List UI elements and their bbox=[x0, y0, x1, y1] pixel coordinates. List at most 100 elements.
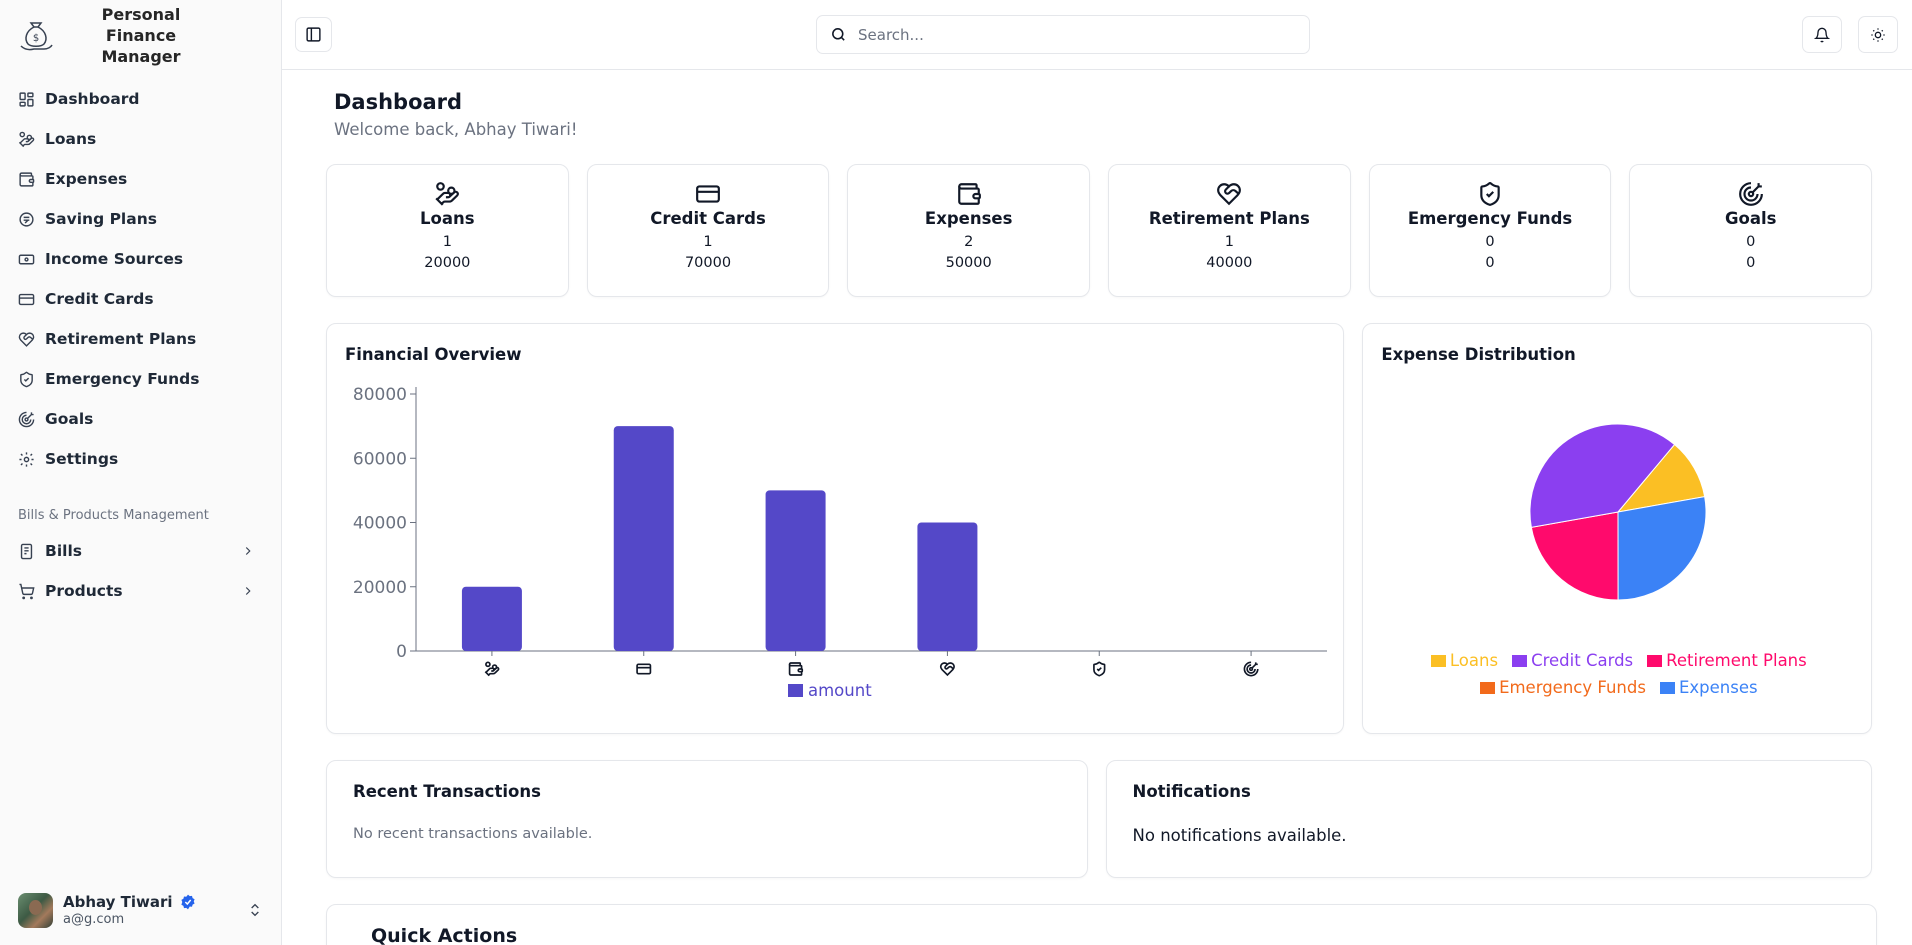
y-tick-label: 80000 bbox=[353, 385, 407, 405]
legend-item[interactable]: Emergency Funds bbox=[1480, 678, 1646, 697]
pie-slice[interactable] bbox=[1529, 423, 1676, 528]
recent-transactions-empty: No recent transactions available. bbox=[353, 826, 593, 842]
heart-handshake-icon bbox=[939, 662, 955, 677]
notifications-button[interactable] bbox=[1802, 16, 1842, 53]
sidebar-item-label: Saving Plans bbox=[45, 210, 157, 228]
shield-icon bbox=[1093, 661, 1106, 677]
wallet-icon bbox=[19, 171, 35, 187]
legend-label: Expenses bbox=[1678, 678, 1758, 697]
hand-coins-icon bbox=[484, 661, 500, 677]
hand-coins-icon bbox=[435, 182, 460, 206]
wallet-icon bbox=[788, 662, 804, 676]
sidebar-item-retirement-plans[interactable]: Retirement Plans bbox=[12, 319, 269, 359]
stat-card-retirement-plans[interactable]: Retirement Plans 1 40000 bbox=[1108, 164, 1351, 297]
legend-item[interactable]: Credit Cards bbox=[1512, 651, 1633, 670]
search-input[interactable] bbox=[858, 25, 1278, 44]
sidebar-item-goals[interactable]: Goals bbox=[12, 399, 269, 439]
sidebar-item-bills[interactable]: Bills bbox=[12, 531, 269, 571]
stat-title: Emergency Funds bbox=[1407, 209, 1573, 228]
legend-label: amount bbox=[808, 681, 872, 700]
panel-title: Recent Transactions bbox=[353, 782, 541, 801]
sidebar-toggle-button[interactable] bbox=[295, 17, 332, 52]
sidebar-nav-secondary: Bills Products bbox=[0, 531, 281, 611]
verified-badge-icon bbox=[180, 894, 195, 910]
credit-card-icon bbox=[18, 293, 35, 305]
stats-row: Loans 1 20000 Credit Cards 1 70000 Expen… bbox=[326, 164, 1873, 297]
user-name-row: Abhay Tiwari bbox=[63, 893, 196, 911]
money-bag-logo-icon: $ bbox=[20, 22, 53, 51]
stat-count: 0 bbox=[1746, 234, 1756, 250]
bar[interactable] bbox=[917, 522, 978, 652]
chart-title: Expense Distribution bbox=[1381, 345, 1576, 364]
dashboard-content: Dashboard Welcome back, Abhay Tiwari! Lo… bbox=[282, 90, 1912, 945]
search-box[interactable] bbox=[816, 15, 1310, 54]
quick-actions-card: Quick Actions bbox=[326, 904, 1877, 945]
theme-toggle-button[interactable] bbox=[1858, 16, 1898, 53]
bottom-row: Recent Transactions No recent transactio… bbox=[326, 760, 1872, 878]
stat-count: 1 bbox=[1224, 234, 1234, 250]
legend-item[interactable]: Loans bbox=[1430, 651, 1498, 670]
stat-card-expenses[interactable]: Expenses 2 50000 bbox=[847, 164, 1091, 297]
sidebar-item-label: Income Sources bbox=[45, 250, 184, 268]
sidebar-item-label: Products bbox=[45, 582, 123, 600]
main: Dashboard Welcome back, Abhay Tiwari! Lo… bbox=[282, 0, 1912, 945]
legend-label: Credit Cards bbox=[1531, 651, 1634, 670]
pie-legend-row-1: Loans Credit Cards Retirement Plans bbox=[1363, 651, 1874, 670]
target-icon bbox=[1738, 182, 1763, 206]
credit-card-icon bbox=[636, 663, 652, 675]
legend-label: Emergency Funds bbox=[1499, 678, 1646, 697]
legend-swatch bbox=[1647, 654, 1663, 667]
sidebar-item-emergency-funds[interactable]: Emergency Funds bbox=[12, 359, 269, 399]
chevrons-up-down-icon bbox=[251, 903, 259, 917]
sidebar: $ Personal Finance Manager Dashboard Loa… bbox=[0, 0, 282, 945]
avatar bbox=[18, 892, 53, 928]
stat-amount: 0 bbox=[1746, 255, 1756, 271]
sidebar-item-settings[interactable]: Settings bbox=[12, 439, 269, 479]
legend-label: Retirement Plans bbox=[1666, 651, 1807, 670]
stat-title: Retirement Plans bbox=[1148, 209, 1310, 228]
coins-icon bbox=[19, 211, 34, 227]
stat-card-loans[interactable]: Loans 1 20000 bbox=[326, 164, 569, 297]
receipt-icon bbox=[20, 543, 33, 559]
y-tick-label: 20000 bbox=[353, 578, 407, 598]
sidebar-item-expenses[interactable]: Expenses bbox=[12, 159, 269, 199]
bar[interactable] bbox=[461, 586, 522, 651]
stat-amount: 50000 bbox=[945, 255, 992, 271]
stat-card-credit-cards[interactable]: Credit Cards 1 70000 bbox=[586, 164, 830, 297]
sidebar-item-credit-cards[interactable]: Credit Cards bbox=[12, 279, 269, 319]
pie-slice[interactable] bbox=[1617, 496, 1707, 601]
sidebar-item-label: Settings bbox=[45, 450, 119, 468]
sidebar-item-saving-plans[interactable]: Saving Plans bbox=[12, 199, 269, 239]
stat-amount: 20000 bbox=[424, 255, 471, 271]
stat-count: 1 bbox=[703, 234, 713, 250]
sidebar-nav: Dashboard Loans Expenses Saving Plans In… bbox=[0, 79, 281, 479]
bar[interactable] bbox=[613, 426, 674, 651]
stat-card-goals[interactable]: Goals 0 0 bbox=[1629, 164, 1873, 297]
user-menu[interactable]: Abhay Tiwari a@g.com bbox=[18, 891, 263, 929]
topbar bbox=[282, 0, 1912, 70]
legend-item[interactable]: Expenses bbox=[1659, 678, 1758, 697]
sidebar-item-label: Retirement Plans bbox=[45, 330, 197, 348]
chevron-right-icon bbox=[245, 587, 251, 595]
sidebar-item-label: Dashboard bbox=[45, 90, 140, 108]
sidebar-item-loans[interactable]: Loans bbox=[12, 119, 269, 159]
heart-handshake-icon bbox=[18, 331, 35, 347]
shield-icon bbox=[20, 371, 33, 387]
sidebar-item-products[interactable]: Products bbox=[12, 571, 269, 611]
brand[interactable]: $ Personal Finance Manager bbox=[0, 0, 281, 66]
legend-item[interactable]: Retirement Plans bbox=[1647, 651, 1807, 670]
expense-distribution-chart bbox=[1529, 423, 1707, 601]
sidebar-item-dashboard[interactable]: Dashboard bbox=[12, 79, 269, 119]
bar[interactable] bbox=[765, 490, 826, 651]
pie-slice[interactable] bbox=[1531, 511, 1619, 601]
stat-title: Loans bbox=[420, 209, 475, 228]
chevron-right-icon bbox=[245, 547, 251, 555]
sidebar-item-income-sources[interactable]: Income Sources bbox=[12, 239, 269, 279]
credit-card-icon bbox=[696, 185, 720, 203]
target-icon bbox=[18, 411, 35, 427]
sidebar-item-label: Credit Cards bbox=[45, 290, 154, 308]
stat-card-emergency-funds[interactable]: Emergency Funds 0 0 bbox=[1368, 164, 1612, 297]
recent-transactions-card: Recent Transactions No recent transactio… bbox=[326, 760, 1088, 878]
legend-swatch bbox=[1480, 681, 1496, 694]
panel-left-icon bbox=[306, 27, 321, 42]
